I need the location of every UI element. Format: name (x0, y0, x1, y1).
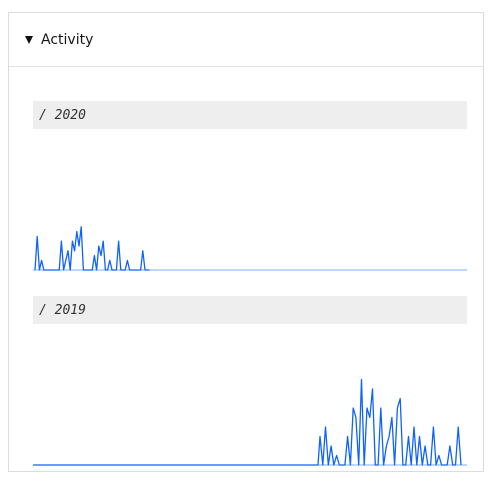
activity-year-2019: / 2019 (33, 296, 467, 469)
activity-sparkline-2019 (33, 378, 467, 466)
activity-sparkline-2020 (33, 226, 467, 271)
activity-panel-header[interactable]: Activity (9, 13, 483, 67)
sparkline-series (34, 226, 150, 271)
sparkline-series (33, 378, 462, 466)
activity-panel: Activity / 2020 / 2019 (8, 12, 484, 472)
activity-year-2020: / 2020 (33, 101, 467, 276)
panel-title: Activity (41, 31, 94, 48)
year-label: / 2019 (33, 296, 467, 324)
triangle-down-icon[interactable] (25, 36, 33, 44)
year-label: / 2020 (33, 101, 467, 129)
